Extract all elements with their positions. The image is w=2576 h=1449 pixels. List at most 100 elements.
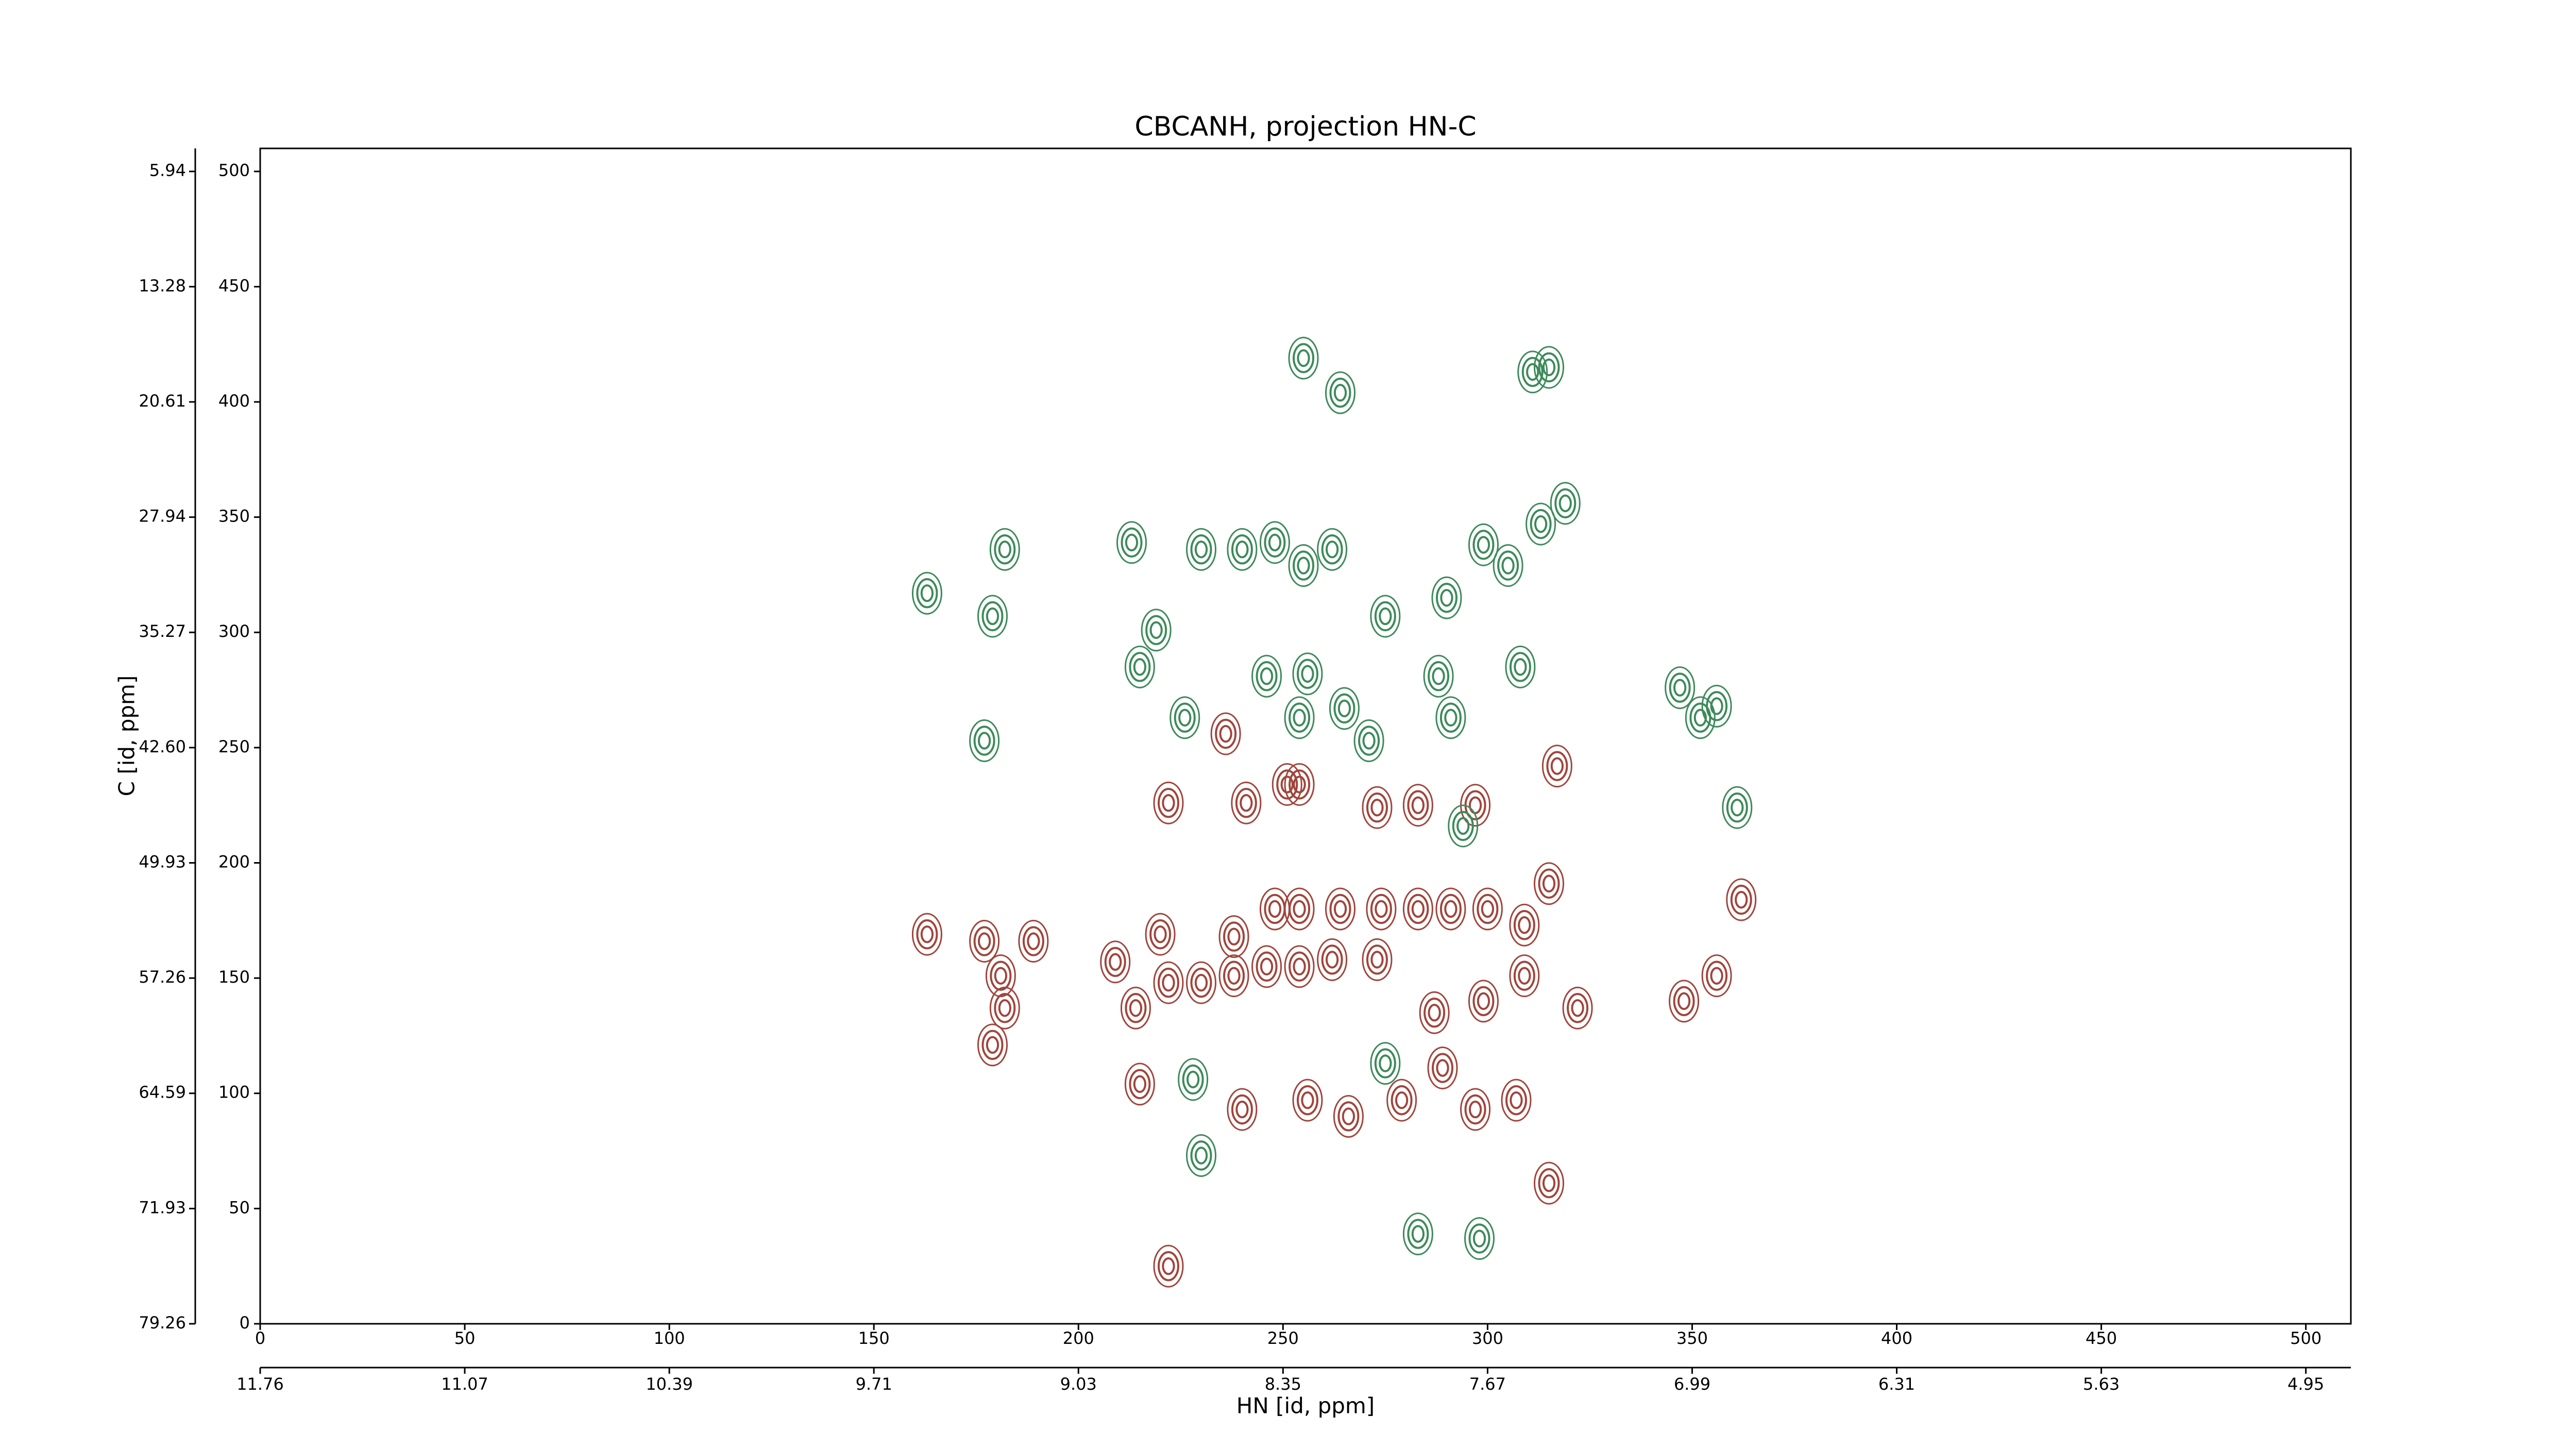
peak-contour — [1693, 709, 1707, 727]
peak-contour — [1268, 533, 1282, 552]
peak-contour — [1162, 1257, 1175, 1275]
peak-contour — [1018, 920, 1049, 963]
peak-contour — [1538, 1168, 1560, 1199]
contour-layer — [911, 336, 1757, 1288]
peak-contour — [1125, 533, 1139, 552]
peak-contour — [1218, 915, 1249, 958]
peak-contour — [989, 986, 1020, 1030]
peak-contour — [1411, 1225, 1425, 1243]
peak-contour — [1292, 652, 1323, 696]
peak-contour — [1362, 732, 1376, 750]
peak-contour — [1284, 887, 1315, 931]
peak-contour — [1530, 509, 1552, 540]
peak-contour — [1722, 786, 1753, 829]
peak-contour — [1027, 932, 1040, 950]
y-axis-label: C [id, ppm] — [114, 676, 140, 797]
x-tick-label: 400 — [1881, 1328, 1912, 1348]
peak-contour — [1411, 796, 1425, 814]
peak-contour — [1436, 1059, 1449, 1077]
peak-contour — [1374, 1048, 1396, 1079]
peak-contour — [1337, 1101, 1360, 1132]
peak-contour — [1534, 1161, 1565, 1205]
peak-contour — [911, 913, 942, 956]
peak-contour — [1133, 658, 1147, 676]
x2-tick-label: 7.67 — [1469, 1374, 1506, 1394]
peak-contour — [1260, 667, 1274, 685]
peak-contour — [1124, 1063, 1155, 1106]
y2-tick-label: 57.26 — [139, 967, 186, 987]
peak-contour — [1419, 991, 1450, 1034]
peak-contour — [1293, 709, 1306, 727]
peak-contour — [1472, 1229, 1486, 1248]
peak-contour — [1227, 928, 1241, 946]
peak-contour — [1141, 609, 1172, 652]
peak-contour — [1407, 894, 1429, 924]
peak-contour — [1477, 536, 1490, 554]
peak-contour — [1219, 724, 1232, 743]
peak-contour — [1730, 884, 1752, 915]
x2-tick-label: 8.35 — [1265, 1374, 1301, 1394]
peak-contour — [1280, 776, 1294, 794]
peak-contour — [1121, 527, 1143, 558]
peak-contour — [994, 534, 1016, 565]
x-tick-label: 300 — [1472, 1328, 1503, 1348]
peak-contour — [1472, 530, 1495, 560]
peak-contour — [1701, 684, 1732, 728]
peak-contour — [1493, 544, 1523, 587]
y2-tick-label: 5.94 — [149, 161, 186, 180]
peak-contour — [1509, 652, 1531, 682]
peak-contour — [1366, 792, 1388, 823]
peak-contour — [1185, 961, 1216, 1004]
peak-contour — [1538, 868, 1560, 899]
peak-contour — [1293, 776, 1306, 794]
peak-contour — [1362, 786, 1393, 829]
peak-contour — [1669, 672, 1691, 703]
peak-contour — [1505, 645, 1536, 688]
x2-tick-label: 10.39 — [646, 1374, 693, 1394]
y-tick-label: 50 — [229, 1198, 250, 1217]
peak-contour — [969, 719, 1000, 762]
peak-contour — [920, 584, 934, 602]
peak-contour — [1706, 691, 1728, 721]
y2-tick-label: 64.59 — [139, 1083, 186, 1102]
peak-contour — [1468, 980, 1499, 1023]
peak-contour — [1145, 913, 1176, 956]
peak-contour — [1129, 999, 1143, 1017]
peak-contour — [1301, 1091, 1314, 1109]
peak-contour — [1153, 781, 1184, 824]
peak-contour — [1251, 945, 1282, 988]
peak-contour — [1149, 621, 1163, 639]
peak-contour — [1194, 973, 1208, 992]
peak-contour — [1370, 595, 1401, 638]
peak-contour — [1256, 951, 1278, 982]
peak-contour — [916, 919, 938, 950]
y2-tick-label: 42.60 — [139, 737, 186, 756]
peak-contour — [1567, 993, 1589, 1023]
peak-contour — [977, 595, 1008, 638]
peak-contour — [1289, 702, 1311, 733]
peak-contour — [1109, 953, 1122, 971]
peak-contour — [1452, 811, 1474, 841]
peak-contour — [1542, 358, 1556, 377]
peak-contour — [1439, 894, 1462, 924]
y2-tick-label: 27.94 — [139, 507, 186, 526]
peak-contour — [1513, 961, 1535, 991]
x-tick-label: 50 — [454, 1328, 476, 1348]
peak-contour — [1534, 515, 1548, 533]
peak-contour — [973, 726, 995, 756]
peak-contour — [1509, 954, 1540, 998]
peak-contour — [1289, 951, 1311, 982]
peak-contour — [981, 601, 1004, 632]
peak-contour — [1431, 576, 1462, 619]
peak-contour — [1235, 1100, 1249, 1119]
peak-contour — [1157, 967, 1180, 998]
peak-contour — [1321, 534, 1343, 565]
peak-contour — [1329, 377, 1351, 408]
peak-contour — [1468, 1100, 1482, 1119]
peak-contour — [1293, 900, 1306, 918]
y-tick-label: 250 — [218, 737, 250, 756]
peak-contour — [1370, 951, 1384, 969]
peak-contour — [1701, 954, 1732, 998]
peak-contour — [1240, 794, 1253, 812]
peak-contour — [1468, 796, 1482, 814]
